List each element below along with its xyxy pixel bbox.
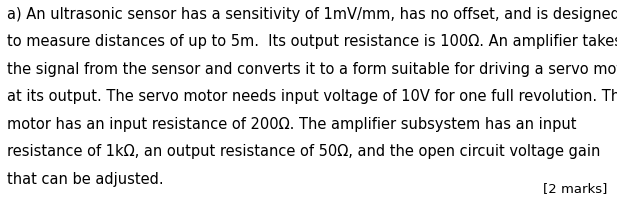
Text: at its output. The servo motor needs input voltage of 10V for one full revolutio: at its output. The servo motor needs inp… [7, 89, 617, 104]
Text: a) An ultrasonic sensor has a sensitivity of 1mV/mm, has no offset, and is desig: a) An ultrasonic sensor has a sensitivit… [7, 7, 617, 22]
Text: motor has an input resistance of 200Ω. The amplifier subsystem has an input: motor has an input resistance of 200Ω. T… [7, 117, 577, 132]
Text: resistance of 1kΩ, an output resistance of 50Ω, and the open circuit voltage gai: resistance of 1kΩ, an output resistance … [7, 144, 605, 159]
Text: [2 marks]: [2 marks] [544, 182, 608, 195]
Text: the signal from the sensor and converts it to a form suitable for driving a serv: the signal from the sensor and converts … [7, 62, 617, 77]
Text: to measure distances of up to 5m.  Its output resistance is 100Ω. An amplifier t: to measure distances of up to 5m. Its ou… [7, 34, 617, 49]
Text: that can be adjusted.: that can be adjusted. [7, 172, 164, 187]
